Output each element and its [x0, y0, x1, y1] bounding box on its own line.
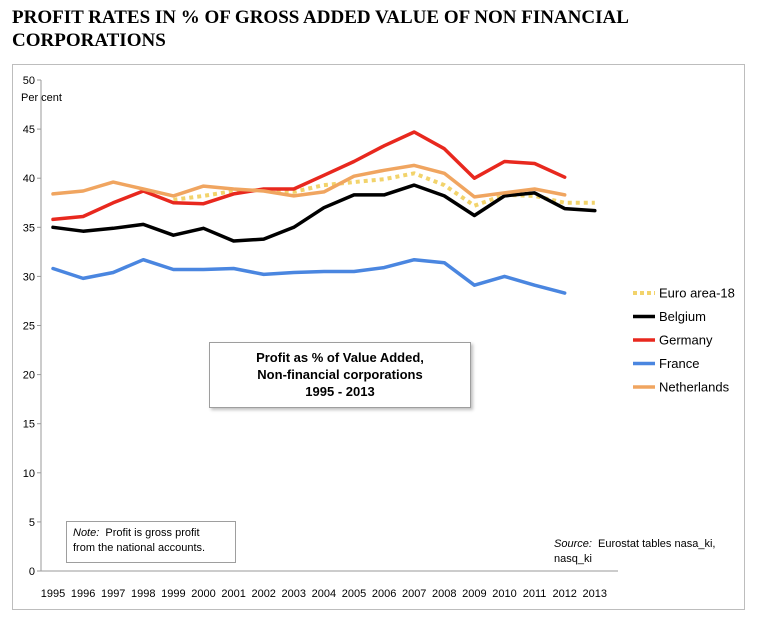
- x-tick-label: 2011: [523, 588, 547, 600]
- y-tick-label: 5: [29, 517, 35, 529]
- y-axis-label: Per cent: [21, 92, 62, 104]
- annotation-line1: Profit as % of Value Added,: [256, 350, 424, 365]
- y-tick-label: 25: [23, 321, 35, 333]
- x-tick-label: 2008: [432, 588, 456, 600]
- y-tick-label: 50: [23, 75, 35, 87]
- legend-label-germany: Germany: [659, 333, 713, 348]
- x-tick-label: 2004: [312, 588, 336, 600]
- x-tick-label: 2006: [372, 588, 396, 600]
- chart-frame: 0 5 10 15 20 25 30 35 40 45 50 1995 1996 1997 1998 1999…: [12, 64, 745, 610]
- x-tick-label: 2007: [402, 588, 426, 600]
- source-line1: Source: Eurostat tables nasa_ki,: [554, 537, 744, 552]
- series-line-netherlands: [51, 163, 567, 199]
- source-label: Source:: [554, 538, 592, 550]
- chart-axes: 0 5 10 15 20 25 30 35 40 45 50 1995 1996 1997 1998 1999…: [23, 75, 618, 600]
- series-line-germany: [51, 130, 567, 222]
- legend-label-belgium: Belgium: [659, 309, 706, 324]
- x-tick-label: 2002: [251, 588, 275, 600]
- note-line1: Note: Profit is gross profit: [73, 526, 235, 541]
- chart-annotation-box: Profit as % of Value Added, Non-financia…: [209, 342, 471, 408]
- page-title-line1: PROFIT RATES IN % OF GROSS ADDED VALUE O…: [12, 7, 629, 28]
- legend-label-euro-area-18: Euro area-18: [659, 286, 735, 301]
- x-tick-label: 2013: [583, 588, 607, 600]
- x-tick-label: 1995: [41, 588, 65, 600]
- note-text-line2: from the national accounts.: [73, 542, 206, 554]
- annotation-line3: 1995 - 2013: [305, 384, 375, 399]
- y-tick-label: 40: [23, 173, 35, 185]
- annotation-line2: Non-financial corporations: [257, 367, 423, 382]
- note-box: Note: Profit is gross profit from the na…: [66, 521, 236, 563]
- x-tick-label: 1997: [101, 588, 125, 600]
- note-text-line1: Profit is gross profit: [105, 527, 200, 539]
- x-tick-label: 2003: [282, 588, 306, 600]
- x-tick-label: 2012: [552, 588, 576, 600]
- y-tick-label: 20: [23, 370, 35, 382]
- page-title: PROFIT RATES IN % OF GROSS ADDED VALUE O…: [12, 6, 712, 52]
- chart-series: [51, 130, 597, 295]
- x-tick-label: 2001: [221, 588, 245, 600]
- source-text-line2: nasq_ki: [554, 553, 592, 565]
- page-title-line2: CORPORATIONS: [12, 30, 166, 51]
- y-tick-label: 30: [23, 271, 35, 283]
- chart-legend: Euro area-18 Belgium Germany France Netherla…: [633, 286, 735, 395]
- series-line-belgium: [51, 183, 597, 243]
- line-chart: 0 5 10 15 20 25 30 35 40 45 50 1995 1996 1997 1998 1999…: [21, 75, 735, 600]
- note-label: Note:: [73, 527, 100, 539]
- legend-label-france: France: [659, 356, 699, 371]
- x-tick-label: 1999: [161, 588, 185, 600]
- x-tick-label: 2005: [342, 588, 366, 600]
- x-tick-label: 2010: [492, 588, 516, 600]
- source-text-line1: Eurostat tables nasa_ki,: [598, 538, 716, 550]
- series-line-france: [51, 257, 567, 295]
- y-tick-label: 45: [23, 124, 35, 136]
- x-tick-label: 2009: [462, 588, 486, 600]
- y-tick-label: 35: [23, 222, 35, 234]
- x-tick-label: 1996: [71, 588, 95, 600]
- legend-label-netherlands: Netherlands: [659, 380, 730, 395]
- y-tick-label: 15: [23, 419, 35, 431]
- y-tick-label: 10: [23, 468, 35, 480]
- x-tick-label: 2000: [191, 588, 215, 600]
- y-tick-label: 0: [29, 566, 35, 578]
- x-tick-label: 1998: [131, 588, 155, 600]
- source-box: Source: Eurostat tables nasa_ki, nasq_ki: [554, 537, 744, 567]
